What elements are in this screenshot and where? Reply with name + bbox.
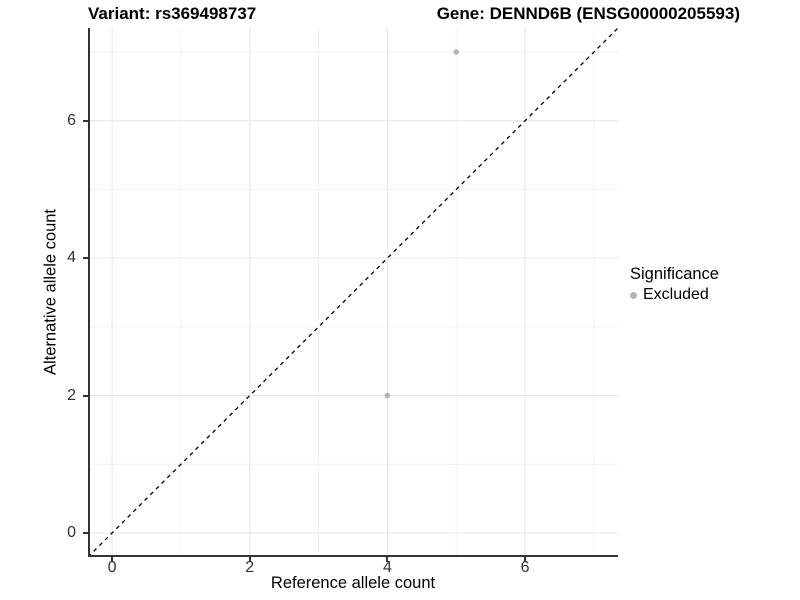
excluded-point-icon — [630, 291, 637, 299]
x-tick-mark — [111, 557, 114, 562]
y-tick-label: 6 — [67, 111, 76, 129]
legend-item-label: Excluded — [643, 286, 709, 303]
y-tick-mark — [83, 531, 88, 534]
plot-area-svg — [88, 28, 618, 557]
y-tick-label: 0 — [67, 523, 76, 541]
x-tick-label: 4 — [382, 559, 392, 576]
y-axis-title: Alternative allele count — [41, 208, 60, 376]
x-tick-label: 2 — [245, 559, 255, 576]
y-tick-mark — [83, 119, 88, 122]
gene-title: Gene: DENND6B (ENSG00000205593) — [436, 4, 740, 23]
x-tick-mark — [248, 557, 251, 562]
plot-panel — [88, 28, 618, 557]
x-tick-mark — [524, 557, 527, 562]
data-point — [384, 392, 391, 399]
variant-title: Variant: rs369498737 — [88, 4, 257, 23]
x-tick-label: 0 — [107, 559, 117, 576]
identity-reference-line — [88, 28, 618, 557]
legend: Significance Excluded — [630, 265, 719, 304]
x-axis-title: Reference allele count — [270, 574, 436, 592]
y-tick-mark — [83, 394, 88, 397]
y-tick-label: 4 — [67, 249, 76, 267]
y-tick-label: 2 — [67, 386, 76, 404]
y-tick-mark — [83, 257, 88, 260]
data-point — [453, 49, 460, 55]
legend-item-excluded: Excluded — [630, 286, 719, 304]
legend-title: Significance — [630, 265, 719, 283]
x-tick-label: 6 — [520, 559, 530, 576]
x-tick-mark — [386, 557, 389, 562]
